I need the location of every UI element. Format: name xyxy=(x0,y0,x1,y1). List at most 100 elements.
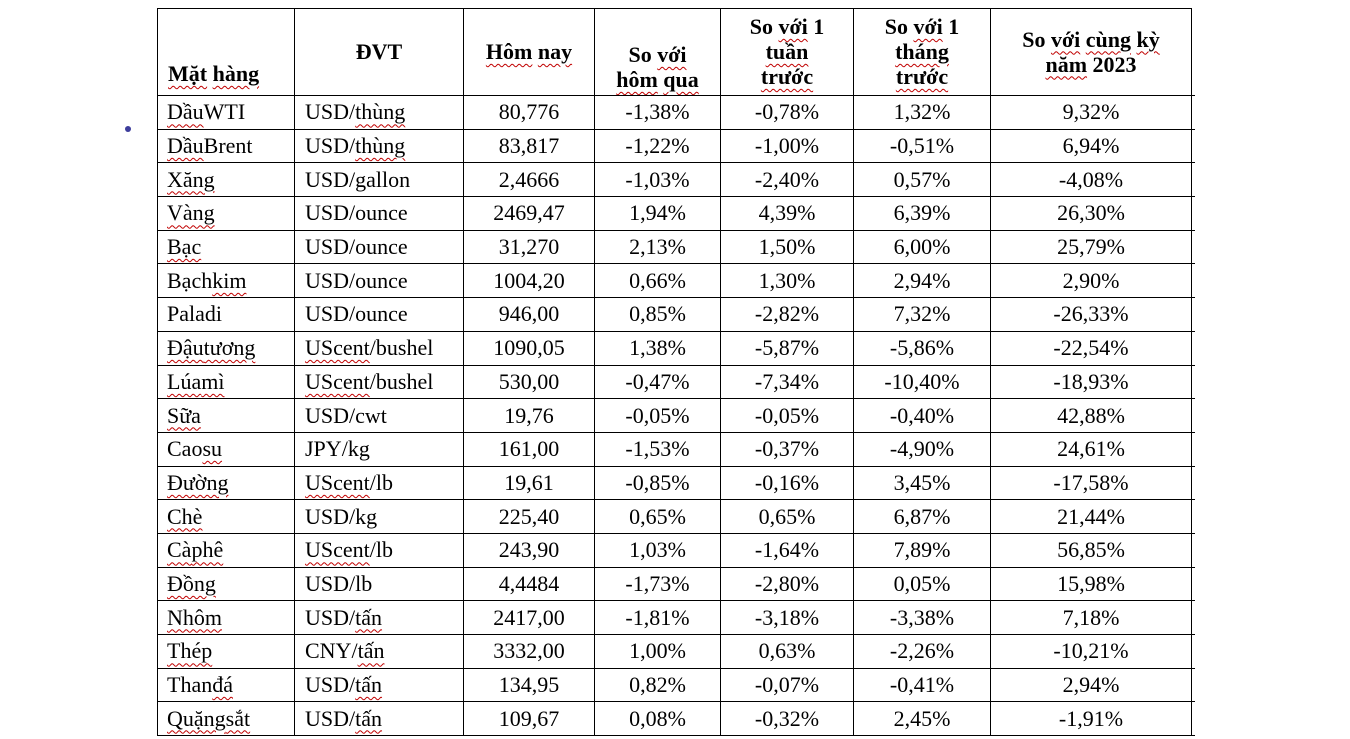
misspelling-squiggle: với xyxy=(1050,26,1081,52)
misspelling-squiggle: kim xyxy=(212,267,247,293)
misspelling-squiggle: Nhôm xyxy=(167,604,222,630)
commodity-name-cell: Đậu tương xyxy=(157,331,295,365)
unit-cell: JPY / kg xyxy=(295,432,464,466)
unit-cell: USD / ounce xyxy=(295,197,464,230)
value-cell: -2,26% xyxy=(854,635,991,668)
value-cell: 31,270 xyxy=(464,230,595,264)
value-cell: 0,08% xyxy=(595,702,721,736)
value-cell: 1,03% xyxy=(595,533,721,567)
commodity-name-cell: Dầu WTI xyxy=(157,96,295,129)
misspelling-squiggle: qua xyxy=(663,67,699,92)
value-cell: 80,776 xyxy=(464,96,595,129)
value-cell: 1004,20 xyxy=(464,264,595,298)
value-cell: -0,51% xyxy=(854,129,991,163)
value-cell: 1,94% xyxy=(595,197,721,230)
unit-cell: CNY / tấn xyxy=(295,635,464,668)
misspelling-squiggle: Bạc xyxy=(167,234,202,260)
misspelling-squiggle: Cà xyxy=(167,537,192,563)
value-cell: -1,38% xyxy=(595,96,721,129)
table-row: Quặng sắt USD / tấn 109,67 0,08% -0,32% 2,45% -1… xyxy=(157,702,1195,737)
commodity-name-cell: Lúa mì xyxy=(157,365,295,399)
table-row: Cà phê UScent / lb 243,90 1,03% -1,64% 7,89% 56,… xyxy=(157,533,1195,568)
value-cell: 1,30% xyxy=(721,264,854,298)
value-cell: -0,41% xyxy=(854,668,991,702)
unit-cell: UScent / bushel xyxy=(295,365,464,399)
value-cell: 7,32% xyxy=(854,298,991,331)
header-line: So với xyxy=(628,42,687,67)
value-cell: 19,61 xyxy=(464,466,595,500)
misspelling-squiggle: hôm xyxy=(616,67,658,92)
table-row: Paladi USD / ounce 946,00 0,85% -2,82% 7,32% -26… xyxy=(157,298,1195,332)
value-cell: -5,87% xyxy=(721,331,854,365)
table-body: Dầu WTI USD / thùng 80,776 -1,38% -0,78% 1,32% 9… xyxy=(157,96,1197,737)
value-cell: -0,78% xyxy=(721,96,854,129)
value-cell: -7,34% xyxy=(721,365,854,399)
misspelling-squiggle: UScent xyxy=(305,368,370,394)
value-cell: -22,54% xyxy=(991,331,1192,365)
commodity-name-cell: Đường xyxy=(157,466,295,500)
value-cell: 2,45% xyxy=(854,702,991,736)
commodity-name-cell: Cà phê xyxy=(157,533,295,567)
misspelling-squiggle: Dầu xyxy=(167,133,204,159)
table-row: Sữa USD / cwt 19,76 -0,05% -0,05% -0,40% 42,88% xyxy=(157,399,1195,433)
value-cell: -2,80% xyxy=(721,567,854,601)
value-cell: 0,66% xyxy=(595,264,721,298)
value-cell: -0,32% xyxy=(721,702,854,736)
commodity-name-cell: Xăng xyxy=(157,163,295,197)
misspelling-squiggle: Vàng xyxy=(167,200,215,226)
commodity-name-cell: Bạc xyxy=(157,230,295,264)
commodity-name-cell: Than đá xyxy=(157,668,295,702)
misspelling-squiggle: tháng xyxy=(895,39,949,64)
table-header-cell: Mặt hàng xyxy=(157,8,295,95)
misspelling-squiggle: Chè xyxy=(167,503,203,529)
unit-cell: USD / kg xyxy=(295,500,464,533)
value-cell: -3,38% xyxy=(854,601,991,634)
commodity-name-cell: Paladi xyxy=(157,298,295,331)
value-cell: -0,37% xyxy=(721,432,854,466)
commodity-name-cell: Dầu Brent xyxy=(157,129,295,163)
value-cell: 1,50% xyxy=(721,230,854,264)
header-line: Hôm nay xyxy=(486,39,572,64)
misspelling-squiggle: Lúa xyxy=(167,368,202,394)
misspelling-squiggle: mì xyxy=(201,368,225,394)
table-header-cell: So với cùng kỳ năm 2023 xyxy=(991,8,1192,95)
value-cell: 0,65% xyxy=(721,500,854,533)
table-row: Đường UScent / lb 19,61 -0,85% -0,16% 3,45% -17,… xyxy=(157,466,1195,501)
value-cell: 42,88% xyxy=(991,399,1192,432)
value-cell: 9,32% xyxy=(991,96,1192,129)
value-cell: 1090,05 xyxy=(464,331,595,365)
misspelling-squiggle: nay xyxy=(537,39,573,64)
table-header-cell: So với 1 tháng trước xyxy=(854,8,991,95)
unit-cell: USD / tấn xyxy=(295,668,464,702)
header-line: trước xyxy=(761,64,813,89)
misspelling-squiggle: hàng xyxy=(212,61,260,86)
table-row: Đồng USD / lb 4,4484 -1,73% -2,80% 0,05% 15,98% xyxy=(157,567,1195,602)
value-cell: 83,817 xyxy=(464,129,595,163)
table-row: Dầu Brent USD / thùng 83,817 -1,22% -1,00% -0,5… xyxy=(157,129,1195,164)
header-line: ĐVT xyxy=(355,39,403,64)
unit-cell: USD / lb xyxy=(295,567,464,601)
table-row: Than đá USD / tấn 134,95 0,82% -0,07% -0,41% 2,9… xyxy=(157,668,1195,703)
value-cell: 0,05% xyxy=(854,567,991,601)
value-cell: -0,40% xyxy=(854,399,991,432)
value-cell: 21,44% xyxy=(991,500,1192,533)
misspelling-squiggle: tấn xyxy=(355,672,383,698)
value-cell: 2,94% xyxy=(991,668,1192,702)
value-cell: -0,16% xyxy=(721,466,854,500)
value-cell: -1,73% xyxy=(595,567,721,601)
value-cell: -0,05% xyxy=(595,399,721,432)
value-cell: -3,18% xyxy=(721,601,854,634)
table-row: Nhôm USD / tấn 2417,00 -1,81% -3,18% -3,38% 7,18… xyxy=(157,601,1195,635)
value-cell: 2,13% xyxy=(595,230,721,264)
value-cell: 0,85% xyxy=(595,298,721,331)
header-line: So với 1 xyxy=(884,14,960,39)
unit-cell: USD / ounce xyxy=(295,264,464,298)
commodity-name-cell: Quặng sắt xyxy=(157,702,295,736)
misspelling-squiggle: với xyxy=(778,14,808,39)
value-cell: -17,58% xyxy=(991,466,1192,500)
value-cell: 243,90 xyxy=(464,533,595,567)
commodity-name-cell: Đồng xyxy=(157,567,295,601)
value-cell: -0,07% xyxy=(721,668,854,702)
